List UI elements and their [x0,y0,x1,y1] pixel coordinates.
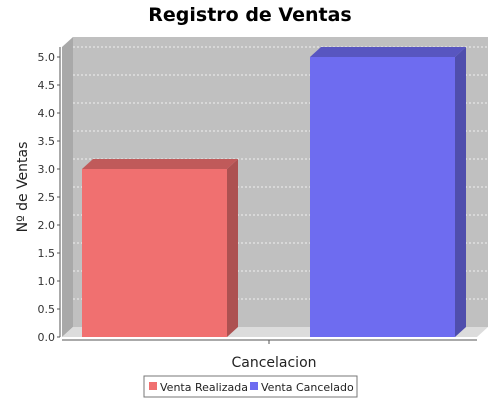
chart-title: Registro de Ventas [148,4,351,26]
y-tick-label: 4.5 [38,79,56,92]
bar-top [82,159,238,169]
x-axis-label: Cancelacion [231,355,316,371]
bar-side [455,47,466,337]
legend: Venta Realizada Venta Cancelado [143,375,358,398]
bar-top [310,47,466,57]
bar-venta-realizada [82,159,238,337]
y-tick-label: 2.0 [38,219,56,232]
legend-swatch-venta-realizada [149,382,157,390]
y-axis-ticks: 0.0 0.5 1.0 1.5 2.0 2.5 3.0 3.5 4.0 4.5 5.0 [38,51,60,344]
legend-label-venta-cancelado: Venta Cancelado [261,381,354,394]
y-tick-label: 1.5 [38,247,56,260]
bar-front [82,169,227,337]
bar-side [227,159,238,337]
bar-venta-cancelado [310,47,466,337]
y-tick-label: 3.0 [38,163,56,176]
y-tick-label: 5.0 [38,51,56,64]
y-tick-label: 0.0 [38,331,56,344]
bars [82,47,466,337]
y-axis-label: Nº de Ventas [15,142,31,233]
legend-label-venta-realizada: Venta Realizada [160,381,248,394]
plot-side-wall [62,37,73,337]
y-tick-label: 1.0 [38,275,56,288]
y-tick-label: 3.5 [38,135,56,148]
y-tick-label: 2.5 [38,191,56,204]
legend-swatch-venta-cancelado [250,382,258,390]
bar-front [310,57,455,337]
y-tick-label: 0.5 [38,303,56,316]
y-tick-label: 4.0 [38,107,56,120]
